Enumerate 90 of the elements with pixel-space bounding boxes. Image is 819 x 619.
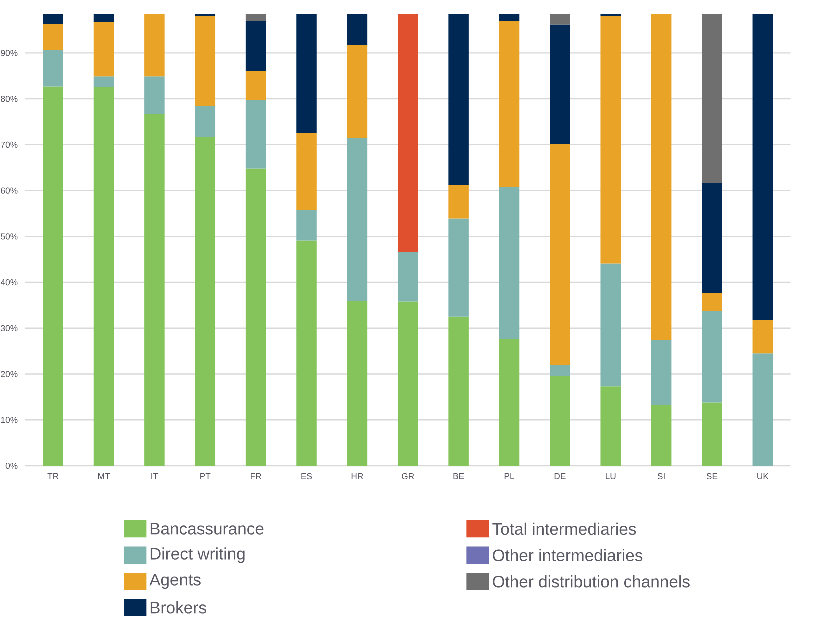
x-tick-label: UK	[758, 473, 769, 480]
bar	[195, 106, 216, 138]
x-tick-label: SI	[658, 473, 665, 480]
y-tick-label: 0%	[6, 462, 18, 470]
x-tick-label: ES	[302, 473, 312, 480]
bar	[347, 45, 368, 138]
legend-label: Total intermediaries	[492, 522, 636, 536]
bar	[448, 14, 469, 186]
bar	[448, 316, 469, 466]
bar	[550, 376, 570, 466]
bar	[550, 144, 570, 366]
bar	[246, 168, 266, 466]
bar	[246, 72, 266, 100]
y-tick-label: 40%	[0, 279, 18, 286]
bar	[499, 187, 520, 339]
x-tick-label: BE	[454, 473, 464, 480]
bar	[195, 137, 216, 466]
bar	[296, 210, 317, 241]
bar	[752, 14, 774, 320]
bar	[94, 76, 114, 88]
legend-label: Other intermediaries	[493, 549, 643, 562]
bar	[94, 22, 114, 77]
bar	[43, 50, 64, 87]
x-tick-label: HR	[352, 473, 364, 480]
y-tick-label: 10%	[1, 417, 18, 424]
bar	[296, 133, 317, 210]
bar	[651, 14, 672, 340]
legend-label: Other distribution channels	[493, 576, 690, 588]
bar	[702, 14, 722, 184]
bar	[448, 218, 469, 317]
y-tick-label: 80%	[1, 96, 18, 102]
bar	[43, 24, 64, 50]
bar	[144, 114, 165, 466]
bar	[499, 14, 520, 22]
legend-label: Bancassurance	[150, 523, 264, 535]
x-tick-label: DE	[554, 473, 566, 480]
x-tick-label: MT	[98, 473, 110, 480]
bar	[702, 183, 722, 294]
bar	[246, 14, 266, 22]
legend-label: Agents	[150, 574, 201, 590]
y-tick-label: 50%	[1, 234, 18, 240]
bar	[651, 340, 672, 406]
bar	[246, 100, 266, 169]
bar	[702, 311, 722, 403]
bar	[144, 76, 165, 114]
bar	[550, 14, 570, 25]
bar	[550, 24, 570, 144]
y-tick-label: 60%	[1, 188, 18, 194]
bar	[702, 402, 722, 466]
bar	[347, 138, 368, 302]
bar	[600, 386, 621, 466]
bar	[550, 366, 570, 376]
x-tick-label: IT	[152, 473, 158, 480]
bar	[296, 14, 317, 134]
bar	[347, 301, 368, 466]
legend-label: Brokers	[150, 602, 206, 614]
bar	[43, 14, 64, 24]
bar	[499, 338, 520, 466]
bar	[195, 14, 216, 17]
legend-label: Direct writing	[150, 548, 245, 564]
bar	[651, 405, 672, 466]
x-tick-label: GR	[402, 473, 414, 480]
bar	[499, 22, 520, 188]
bar	[600, 264, 621, 387]
x-tick-label: SE	[706, 473, 718, 480]
x-tick-label: TR	[48, 473, 59, 480]
bar	[702, 293, 722, 312]
bar	[43, 86, 64, 466]
bar	[94, 87, 114, 466]
bar	[752, 354, 774, 466]
y-tick-label: 90%	[1, 50, 18, 56]
bar	[448, 185, 469, 219]
bar	[398, 252, 418, 302]
y-tick-label: 20%	[1, 371, 18, 378]
bar	[600, 16, 621, 264]
x-tick-label: PT	[200, 473, 211, 480]
bar	[195, 16, 216, 106]
bar	[246, 22, 266, 72]
bar	[398, 14, 418, 252]
bar	[398, 302, 418, 466]
x-tick-label: PL	[504, 473, 515, 480]
x-tick-label: FR	[251, 473, 262, 480]
bar	[752, 320, 774, 354]
bar	[296, 240, 317, 466]
bar	[347, 14, 368, 46]
x-tick-label: LU	[606, 473, 616, 480]
y-tick-label: 70%	[1, 142, 18, 148]
bar	[94, 14, 114, 22]
y-tick-label: 30%	[1, 325, 18, 332]
bar	[144, 14, 165, 77]
